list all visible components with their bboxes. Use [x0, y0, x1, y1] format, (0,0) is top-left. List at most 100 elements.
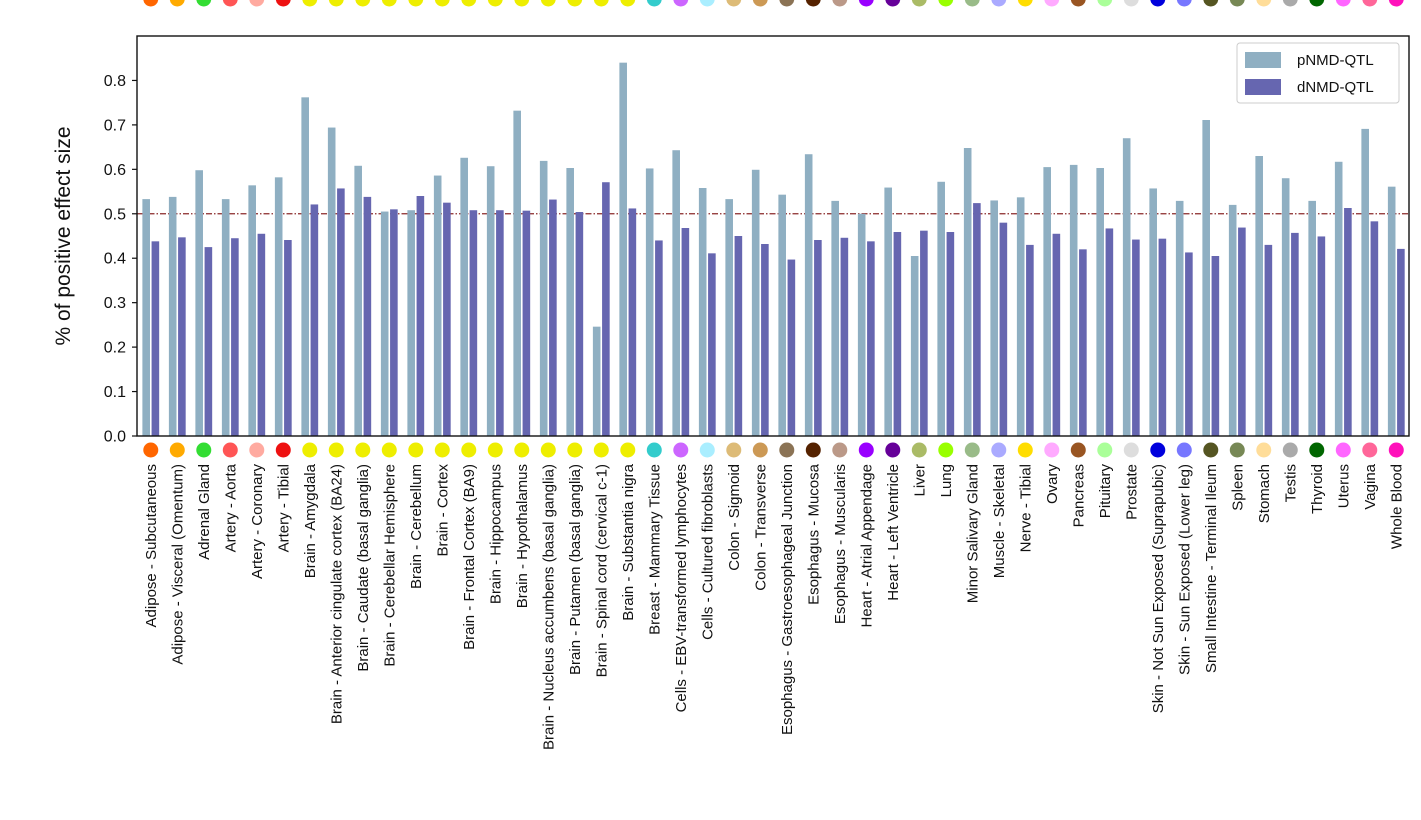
- tissue-color-dot: [1256, 442, 1272, 458]
- top-tissue-color-dot: [726, 0, 742, 7]
- bar-pnmd-qtl: [354, 165, 362, 436]
- top-tissue-color-dot: [673, 0, 689, 7]
- bar-dnmd-qtl: [1264, 244, 1273, 436]
- tissue-color-dot: [1070, 442, 1086, 458]
- bar-pnmd-qtl: [407, 210, 415, 436]
- top-tissue-color-dot: [169, 0, 185, 7]
- tissue-color-dot: [408, 442, 424, 458]
- x-category-label: Vagina: [1362, 463, 1379, 509]
- bar-pnmd-qtl: [1387, 186, 1396, 436]
- x-category-label: Esophagus - Muscularis: [832, 464, 849, 624]
- y-tick-label: 0.6: [104, 162, 126, 179]
- legend-label: dNMD-QTL: [1297, 79, 1374, 96]
- bar-pnmd-qtl: [1308, 200, 1316, 436]
- top-tissue-color-dot: [1044, 0, 1060, 7]
- top-tissue-color-dot: [699, 0, 715, 7]
- bars-group: [142, 62, 1405, 437]
- top-tissue-color-dot: [408, 0, 424, 7]
- top-tissue-color-dot: [1150, 0, 1166, 7]
- bar-dnmd-qtl: [787, 259, 796, 436]
- top-tissue-color-dot: [1335, 0, 1351, 7]
- bar-dnmd-qtl: [1079, 249, 1087, 436]
- tissue-color-dot: [964, 442, 980, 458]
- x-category-label: Heart - Atrial Appendage: [858, 464, 875, 627]
- legend: pNMD-QTL dNMD-QTL: [1236, 42, 1400, 104]
- tissue-color-dot: [699, 442, 715, 458]
- tissue-color-dot: [805, 442, 821, 458]
- bar-dnmd-qtl: [946, 232, 955, 436]
- tissue-color-dot: [673, 442, 689, 458]
- x-category-label: Esophagus - Gastroesophageal Junction: [779, 464, 796, 735]
- tissue-color-dot: [1229, 442, 1245, 458]
- top-tissue-color-dot: [567, 0, 583, 7]
- bar-pnmd-qtl: [1281, 178, 1290, 436]
- bar-dnmd-qtl: [893, 232, 902, 436]
- plot-frame: [136, 35, 1410, 437]
- top-tissue-color-dot: [991, 0, 1007, 7]
- top-tissue-color-dot: [1362, 0, 1378, 7]
- bar-dnmd-qtl: [602, 182, 610, 436]
- bar-pnmd-qtl: [1228, 204, 1237, 436]
- top-tissue-color-dot: [328, 0, 344, 7]
- legend-swatch: [1245, 52, 1281, 68]
- tissue-color-dot: [249, 442, 265, 458]
- bar-dnmd-qtl: [1211, 256, 1220, 436]
- x-category-label: Liver: [911, 464, 928, 497]
- bar-dnmd-qtl: [655, 240, 663, 436]
- top-tissue-color-dot: [646, 0, 662, 7]
- y-tick-label: 0.0: [104, 429, 126, 446]
- bar-dnmd-qtl: [999, 222, 1008, 436]
- tissue-color-dot: [302, 442, 318, 458]
- x-category-label: Lung: [938, 464, 955, 497]
- bar-dnmd-qtl: [257, 233, 266, 436]
- tissue-color-dot: [487, 442, 503, 458]
- y-tick-label: 0.2: [104, 340, 126, 357]
- tissue-color-dot: [620, 442, 636, 458]
- bar-pnmd-qtl: [274, 177, 283, 437]
- tissue-color-dot: [593, 442, 609, 458]
- x-category-label: Whole Blood: [1388, 464, 1405, 549]
- x-category-label: Colon - Sigmoid: [726, 464, 743, 571]
- x-category-label: Adipose - Subcutaneous: [143, 464, 160, 627]
- bar-pnmd-qtl: [1016, 197, 1025, 436]
- bar-pnmd-qtl: [1175, 200, 1184, 436]
- tissue-color-dot: [885, 442, 901, 458]
- tissue-color-dot: [434, 442, 450, 458]
- bar-dnmd-qtl: [840, 237, 849, 436]
- bar-dnmd-qtl: [390, 209, 398, 436]
- bar-dnmd-qtl: [469, 210, 478, 436]
- bar-dnmd-qtl: [681, 228, 690, 436]
- bar-pnmd-qtl: [539, 160, 548, 436]
- bar-pnmd-qtl: [460, 157, 468, 436]
- tissue-color-dot: [567, 442, 583, 458]
- bar-dnmd-qtl: [310, 204, 319, 436]
- bar-pnmd-qtl: [884, 187, 892, 436]
- bar-dnmd-qtl: [628, 208, 637, 436]
- bar-dnmd-qtl: [204, 247, 213, 436]
- bar-pnmd-qtl: [1334, 161, 1343, 436]
- x-category-label: Artery - Coronary: [249, 464, 266, 580]
- top-tissue-color-dot: [1203, 0, 1219, 7]
- bar-pnmd-qtl: [831, 200, 839, 436]
- bar-pnmd-qtl: [910, 256, 919, 436]
- top-tissue-color-dot: [196, 0, 212, 7]
- tissue-color-dot: [646, 442, 662, 458]
- bar-pnmd-qtl: [645, 168, 654, 436]
- bar-pnmd-qtl: [725, 199, 733, 436]
- bar-pnmd-qtl: [937, 181, 945, 436]
- bar-dnmd-qtl: [1026, 244, 1034, 436]
- bar-pnmd-qtl: [327, 127, 336, 437]
- top-tissue-color-dot: [514, 0, 530, 7]
- tissue-color-dot: [1044, 442, 1060, 458]
- top-tissue-color-dot: [779, 0, 795, 7]
- axes-group: 0.0 0.1 0.2 0.3 0.4 0.5 0.6 0.7 0.8 % of positive…: [52, 35, 1410, 446]
- y-axis-title: % of positive effect size: [52, 126, 75, 345]
- tissue-color-dot: [222, 442, 238, 458]
- top-tissue-color-dot: [964, 0, 980, 7]
- bar-dnmd-qtl: [416, 196, 425, 436]
- bar-dnmd-qtl: [1132, 239, 1140, 436]
- tissue-color-dot: [991, 442, 1007, 458]
- x-category-label: Pituitary: [1097, 464, 1114, 519]
